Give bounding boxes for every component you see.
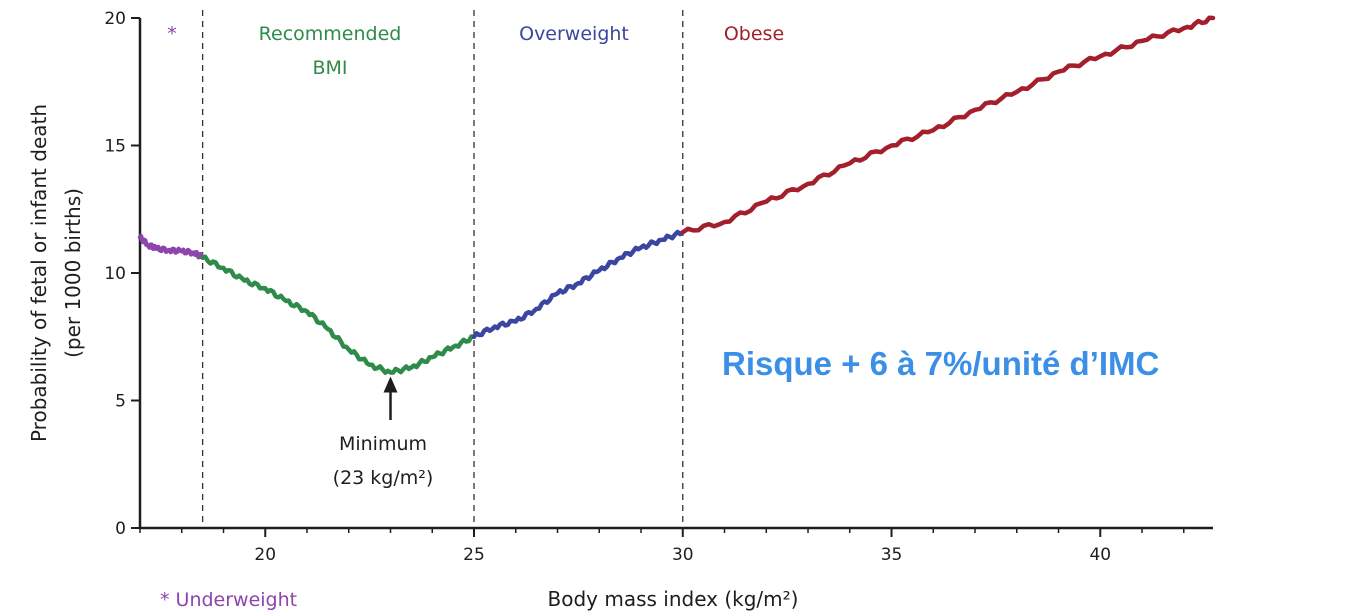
series-line-recommended [200,254,477,375]
zone-boundary-lines [201,10,684,528]
y-tick-label-5: 5 [115,392,126,412]
y-tick-label-0: 0 [115,519,126,539]
underweight-footnote: * Underweight [160,589,297,611]
x-tick-label-40: 40 [1089,545,1111,565]
recommended-label-line1: Recommended [259,23,402,45]
minimum-annotation: Minimum (23 kg/m²) [333,376,434,489]
series-line-underweight [137,233,205,260]
y-tick-label-10: 10 [104,264,126,284]
minimum-label: Minimum [339,433,427,455]
y-axis-title-line2: (per 1000 births) [61,188,85,358]
underweight-marker: * [167,23,177,45]
zone-labels: * Recommended BMI Overweight Obese [167,23,784,79]
x-tick-label-25: 25 [463,545,485,565]
obese-label: Obese [724,23,784,45]
x-tick-label-35: 35 [881,545,903,565]
ticks: 20 25 30 35 40 0 5 10 15 20 [104,9,1185,565]
recommended-label-line2: BMI [312,57,347,79]
x-tick-label-20: 20 [254,545,276,565]
x-tick-label-30: 30 [672,545,694,565]
series-line-obese [680,15,1216,235]
y-axis-title-line1: Probability of fetal or infant death [27,104,51,442]
y-axis-title: Probability of fetal or infant death (pe… [27,104,85,442]
x-axis-title: Body mass index (kg/m²) [548,587,799,611]
risk-callout: Risque + 6 à 7%/unité d’IMC [722,345,1159,382]
y-tick-label-20: 20 [104,9,126,29]
data-series [137,15,1216,375]
series-line-overweight [471,229,686,340]
minimum-arrowhead [383,376,398,393]
axes [138,18,1213,530]
overweight-label: Overweight [519,23,629,45]
minimum-value: (23 kg/m²) [333,467,434,489]
y-tick-label-15: 15 [104,137,126,157]
